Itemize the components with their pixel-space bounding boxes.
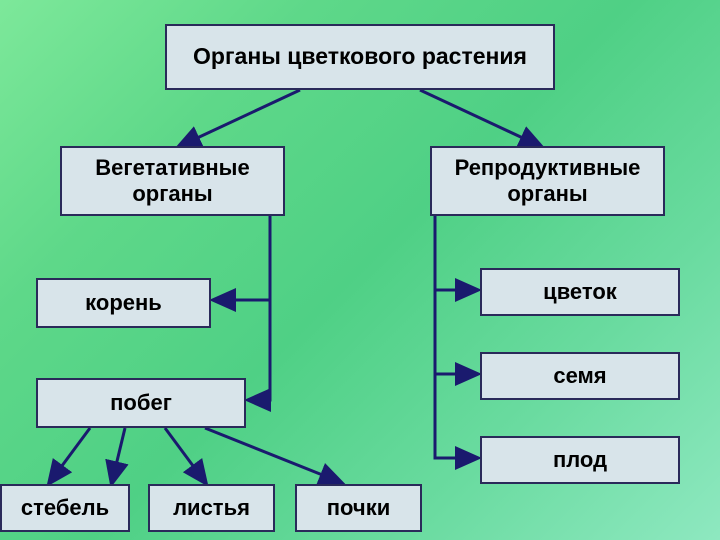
- node-reproductive: Репродуктивные органы: [430, 146, 665, 216]
- node-vegetative: Вегетативные органы: [60, 146, 285, 216]
- node-label-fruit: плод: [553, 447, 607, 473]
- node-label-leaves: листья: [173, 495, 250, 521]
- edge-veg-root-organ: [215, 216, 270, 300]
- edge-root-reproductive: [420, 90, 540, 146]
- node-label-reproductive: Репродуктивные органы: [455, 155, 641, 208]
- node-label-vegetative: Вегетативные органы: [95, 155, 249, 208]
- node-shoot: побег: [36, 378, 246, 428]
- node-label-root_organ: корень: [85, 290, 162, 316]
- node-root_organ: корень: [36, 278, 211, 328]
- node-label-root: Органы цветкового растения: [193, 43, 527, 71]
- node-flower: цветок: [480, 268, 680, 316]
- edge-shoot-leaves2: [165, 428, 205, 482]
- edge-shoot-buds: [205, 428, 340, 482]
- node-label-flower: цветок: [543, 279, 617, 305]
- edge-veg-shoot: [250, 300, 270, 400]
- node-root: Органы цветкового растения: [165, 24, 555, 90]
- edge-rep-seed: [435, 290, 476, 374]
- node-label-seed: семя: [553, 363, 606, 389]
- node-seed: семя: [480, 352, 680, 400]
- node-label-stem: стебель: [21, 495, 109, 521]
- node-leaves: листья: [148, 484, 275, 532]
- edge-shoot-stem: [50, 428, 90, 482]
- edge-shoot-leaves1: [112, 428, 125, 482]
- edge-root-vegetative: [180, 90, 300, 146]
- node-label-shoot: побег: [110, 390, 172, 416]
- edge-rep-fruit: [435, 374, 476, 458]
- node-buds: почки: [295, 484, 422, 532]
- node-fruit: плод: [480, 436, 680, 484]
- edge-rep-flower: [435, 216, 476, 290]
- node-stem: стебель: [0, 484, 130, 532]
- node-label-buds: почки: [327, 495, 391, 521]
